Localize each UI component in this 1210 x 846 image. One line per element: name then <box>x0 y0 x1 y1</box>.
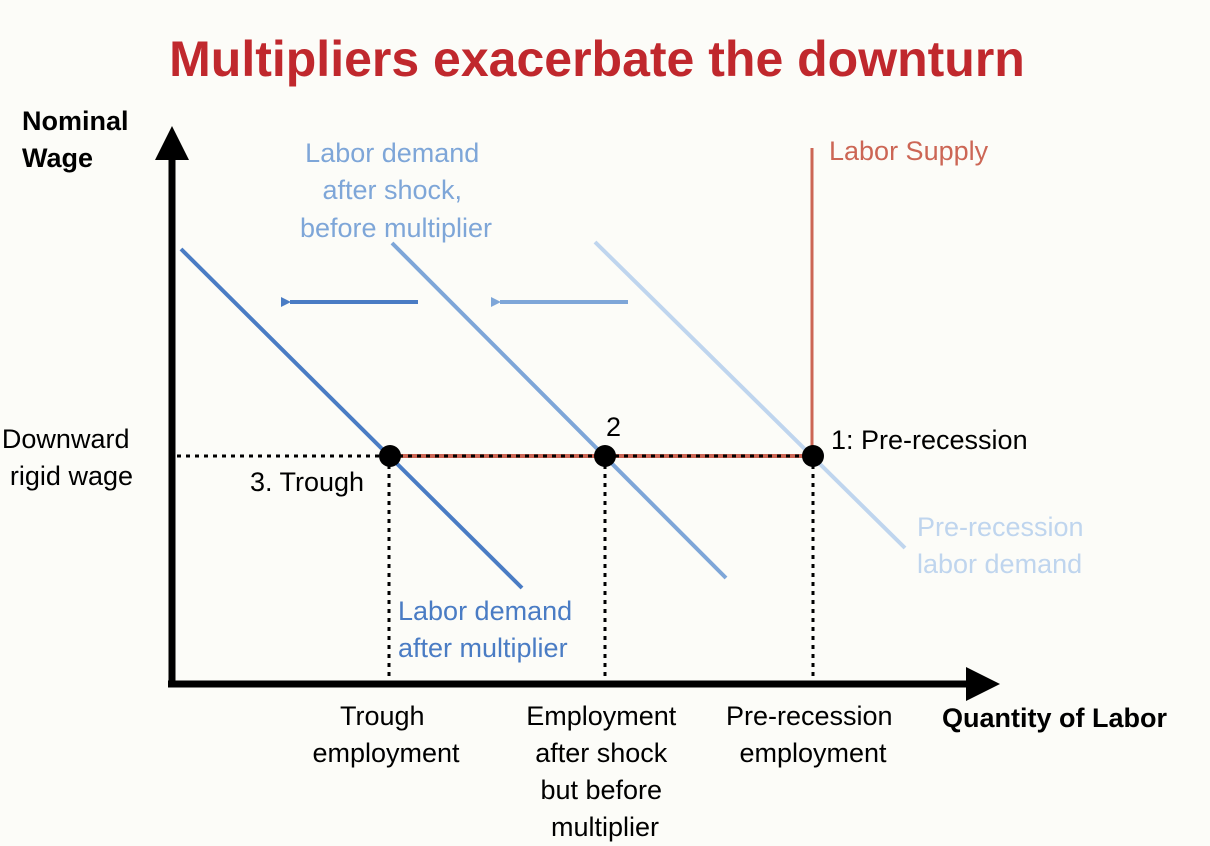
demand-multiplier-label: Labor demand after multiplier <box>398 596 580 663</box>
x-tick-trough: Trough employment <box>312 701 460 768</box>
x-tick-pre-recession: Pre-recession employment <box>726 701 900 768</box>
demand-multiplier-line <box>179 247 524 590</box>
point-after-shock-label: 2 <box>606 412 621 442</box>
point-trough <box>379 445 401 467</box>
point-pre-recession <box>802 445 824 467</box>
y-axis-label: Nominal Wage <box>22 106 136 173</box>
demand-pre-label: Pre-recession labor demand <box>917 512 1091 579</box>
labor-supply-label: Labor Supply <box>829 136 989 166</box>
point-after-shock <box>594 445 616 467</box>
x-tick-after-shock: Employment after shock but before multip… <box>526 701 684 842</box>
point-pre-recession-label: 1: Pre-recession <box>831 425 1028 455</box>
point-trough-label: 3. Trough <box>250 467 364 497</box>
demand-shock-label: Labor demand after shock, before multipl… <box>300 138 492 243</box>
y-axis-arrowhead <box>155 126 189 160</box>
rigid-wage-label: Downward rigid wage <box>2 424 137 491</box>
x-axis-label: Quantity of Labor <box>942 703 1167 733</box>
x-axis-arrowhead <box>966 667 1000 701</box>
demand-pre-line <box>593 240 907 550</box>
demand-shock-line <box>390 241 728 580</box>
page-title: Multipliers exacerbate the downturn <box>169 31 1025 87</box>
